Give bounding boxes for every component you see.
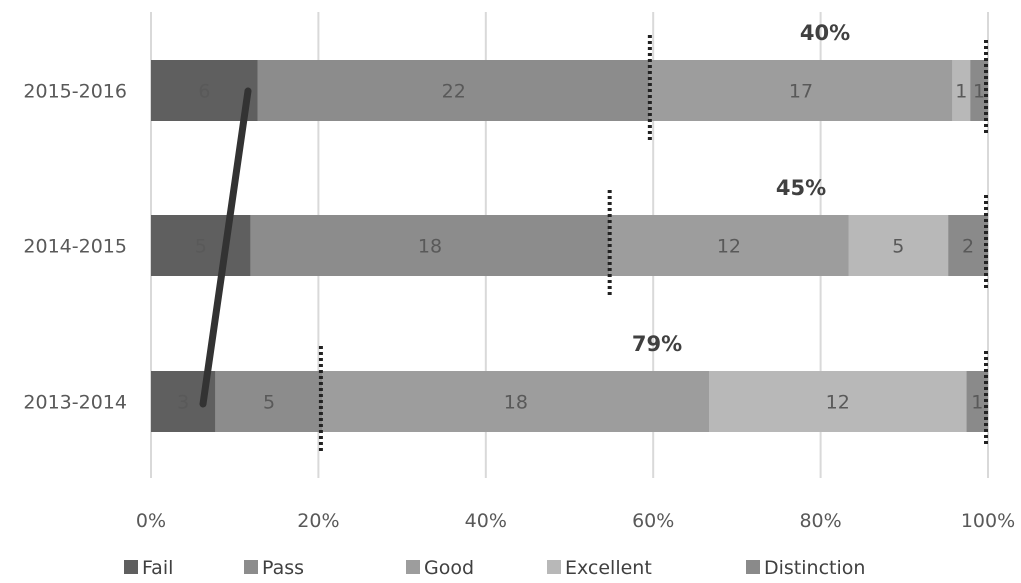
percent-annotation-2013-2014: 79% <box>632 332 682 356</box>
legend-swatch-pass <box>244 560 258 574</box>
bar-segment-pass-2013-2014 <box>215 371 323 432</box>
y-tick-label-2014-2015: 2014-2015 <box>23 236 127 258</box>
legend-label-excellent: Excellent <box>565 557 652 579</box>
bar-segment-pass-2015-2016 <box>257 60 650 121</box>
legend-swatch-fail <box>124 560 138 574</box>
legend-swatch-good <box>406 560 420 574</box>
bar-segment-excellent-2015-2016 <box>952 60 971 121</box>
bar-segment-pass-2014-2015 <box>250 215 610 276</box>
bar-segment-excellent-2013-2014 <box>709 371 967 432</box>
x-tick-label-100: 100% <box>961 510 1015 532</box>
data-label-good-2015-2016: 17 <box>789 81 813 103</box>
data-label-excellent-2013-2014: 12 <box>826 392 850 414</box>
data-label-excellent-2015-2016: 1 <box>955 81 967 103</box>
x-tick-label-0: 0% <box>136 510 166 532</box>
legend-label-good: Good <box>424 557 474 579</box>
y-tick-label-2015-2016: 2015-2016 <box>23 81 127 103</box>
data-label-good-2013-2014: 18 <box>504 392 528 414</box>
bar-segment-good-2013-2014 <box>322 371 709 432</box>
legend-label-pass: Pass <box>262 557 304 579</box>
data-label-pass-2015-2016: 22 <box>442 81 466 103</box>
legend-swatch-excellent <box>547 560 561 574</box>
bars: 6 22 17 1 15 18 12 5 23 5 18 12 1 <box>151 60 988 432</box>
percent-annotations: 40% 45% 79% <box>632 21 850 356</box>
legend-label-fail: Fail <box>142 557 173 579</box>
data-label-distinction-2015-2016: 1 <box>973 81 985 103</box>
x-axis-labels: 0% 20% 40% 60% 80% 100% <box>136 510 1015 532</box>
percent-annotation-2015-2016: 40% <box>800 21 850 45</box>
x-tick-label-80: 80% <box>799 510 841 532</box>
y-tick-label-2013-2014: 2013-2014 <box>23 392 127 414</box>
bar-segment-distinction-2013-2014 <box>966 371 988 432</box>
legend-label-distinction: Distinction <box>764 557 865 579</box>
bar-segment-fail-2014-2015 <box>151 215 251 276</box>
legend-swatch-distinction <box>746 560 760 574</box>
threshold-markers <box>318 35 988 452</box>
data-label-pass-2014-2015: 18 <box>418 236 442 258</box>
data-label-good-2014-2015: 12 <box>717 236 741 258</box>
bar-segment-distinction-2015-2016 <box>970 60 988 121</box>
bar-segment-excellent-2014-2015 <box>848 215 949 276</box>
data-label-pass-2013-2014: 5 <box>263 392 275 414</box>
bar-segment-fail-2015-2016 <box>151 60 258 121</box>
bar-segment-distinction-2014-2015 <box>948 215 988 276</box>
data-label-excellent-2014-2015: 5 <box>892 236 904 258</box>
bar-segment-good-2015-2016 <box>649 60 953 121</box>
bar-segment-good-2014-2015 <box>609 215 849 276</box>
data-label-fail-2015-2016: 6 <box>198 81 210 103</box>
percent-annotation-2014-2015: 45% <box>776 176 826 200</box>
data-label-distinction-2013-2014: 1 <box>971 392 983 414</box>
data-label-distinction-2014-2015: 2 <box>962 236 974 258</box>
y-axis-labels: 2015-2016 2014-2015 2013-2014 <box>23 81 127 414</box>
trend-line <box>199 87 252 408</box>
trend-line-fail <box>199 87 252 408</box>
x-tick-label-60: 60% <box>632 510 674 532</box>
x-tick-label-40: 40% <box>465 510 507 532</box>
legend: Fail Pass Good Excellent Distinction <box>124 557 865 579</box>
data-label-fail-2014-2015: 5 <box>195 236 207 258</box>
x-tick-label-20: 20% <box>297 510 339 532</box>
data-label-fail-2013-2014: 3 <box>177 392 189 414</box>
